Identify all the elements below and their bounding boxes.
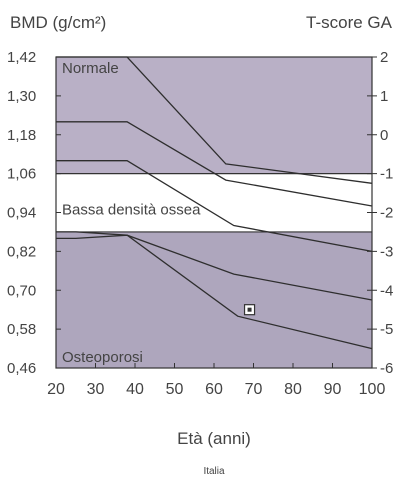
x-tick-label-4: 60: [205, 381, 223, 398]
y-tick-label-2: 0,70: [7, 282, 36, 299]
right-tick-label-3: -3: [380, 243, 393, 260]
x-tick-label-2: 40: [126, 381, 144, 398]
y-tick-label-5: 1,06: [7, 166, 36, 183]
right-axis-title: T-score GA: [306, 13, 393, 32]
x-tick-label-1: 30: [87, 381, 105, 398]
y-tick-label-8: 1,42: [7, 49, 36, 66]
y-tick-label-0: 0,46: [7, 360, 36, 377]
x-tick-label-8: 100: [359, 381, 386, 398]
reference-curve-4: [56, 234, 373, 350]
zone-label-0: Normale: [62, 60, 119, 77]
zone-band-2: [56, 231, 372, 368]
right-tick-label-8: 2: [380, 49, 388, 66]
y-tick-label-3: 0,82: [7, 243, 36, 260]
footer-label: Italia: [203, 466, 225, 477]
y-tick-label-7: 1,30: [7, 88, 36, 105]
right-tick-label-0: -6: [380, 360, 393, 377]
right-tick-label-1: -5: [380, 321, 393, 338]
right-tick-label-4: -2: [380, 205, 393, 222]
right-tick-label-6: 0: [380, 127, 388, 144]
y-tick-label-4: 0,94: [7, 205, 36, 222]
zone-label-1: Bassa densità ossea: [62, 202, 201, 219]
x-tick-label-7: 90: [324, 381, 342, 398]
right-tick-label-2: -4: [380, 282, 393, 299]
y-tick-label-1: 0,58: [7, 321, 36, 338]
zone-band-0: [56, 57, 372, 174]
plot-area: Normale Bassa densità ossea Osteoporosi 0,4…: [7, 49, 393, 398]
reference-curve-1: [56, 121, 373, 207]
reference-curve-2: [56, 160, 373, 253]
x-tick-label-5: 70: [245, 381, 263, 398]
zone-label-2: Osteoporosi: [62, 349, 143, 366]
patient-marker-dot: [247, 307, 252, 312]
zone-band-1: [56, 173, 372, 232]
y-tick-label-6: 1,18: [7, 127, 36, 144]
right-tick-label-7: 1: [380, 88, 388, 105]
right-tick-label-5: -1: [380, 166, 393, 183]
left-axis-title: BMD (g/cm²): [10, 13, 106, 32]
x-tick-label-6: 80: [284, 381, 302, 398]
x-tick-label-0: 20: [47, 381, 65, 398]
x-axis-title: Età (anni): [177, 429, 251, 448]
x-tick-label-3: 50: [166, 381, 184, 398]
